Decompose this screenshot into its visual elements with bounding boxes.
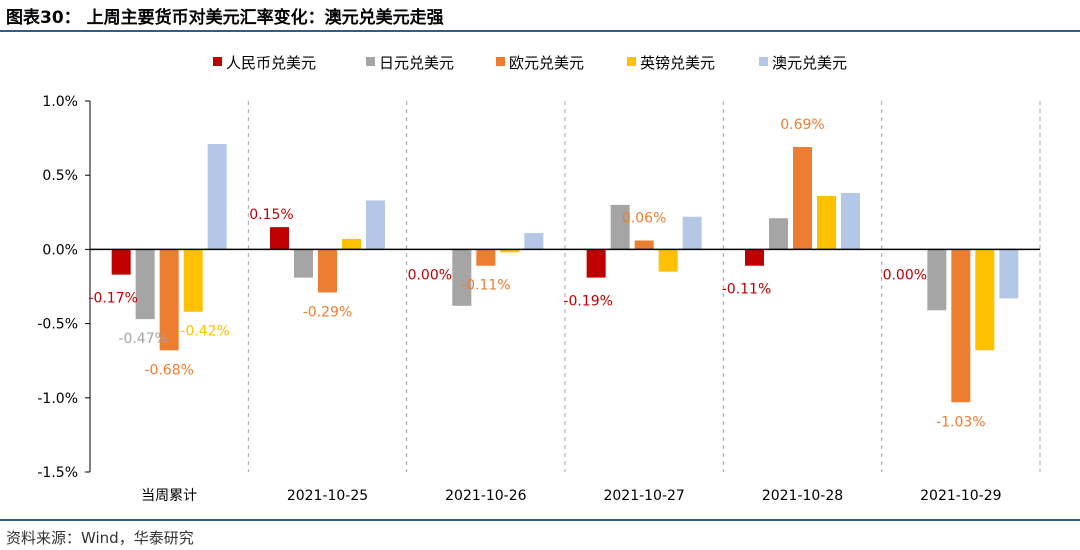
y-tick-label: 0.0% (42, 242, 78, 258)
bar-chart: 人民币兑美元 日元兑美元 欧元兑美元 英镑兑美元 澳元兑美元 1.0%0.5%0.0%-… (37, 54, 1041, 504)
bar (769, 218, 788, 250)
legend-swatch (496, 57, 505, 66)
y-tick-label: -0.5% (37, 317, 78, 333)
bar (452, 249, 472, 306)
bar (999, 249, 1019, 299)
legend-swatch (759, 57, 768, 66)
bar (658, 249, 678, 272)
data-label: 0.00% (408, 267, 452, 283)
data-label: -0.11% (722, 282, 772, 298)
bar (927, 249, 947, 311)
data-labels: -0.17% -0.47% -0.68% -0.42% 0.15% -0.29% 0.00%… (88, 117, 985, 430)
data-label: -0.29% (303, 304, 353, 320)
x-axis: 当周累计 2021-10-25 2021-10-26 2021-10-27 2021-1… (141, 488, 1001, 504)
category-separators (247, 101, 1041, 472)
bar (524, 233, 544, 250)
bar (476, 249, 496, 266)
bar (745, 249, 764, 266)
bar (135, 249, 155, 320)
legend-swatch (627, 57, 636, 66)
bar (500, 249, 520, 253)
legend: 人民币兑美元 日元兑美元 欧元兑美元 英镑兑美元 澳元兑美元 (213, 54, 847, 72)
x-tick-label: 2021-10-27 (603, 488, 684, 504)
legend-label: 日元兑美元 (379, 54, 454, 72)
bar (975, 249, 995, 351)
bar (951, 249, 971, 403)
bar (793, 147, 812, 250)
bar (294, 249, 313, 278)
bar (207, 144, 227, 250)
y-tick-label: 1.0% (42, 94, 78, 110)
legend-label: 人民币兑美元 (226, 54, 316, 72)
figure-header: 图表30： 上周主要货币对美元汇率变化：澳元兑美元走强 (0, 0, 1080, 30)
data-label: 0.15% (249, 207, 293, 223)
bar (586, 249, 606, 278)
bar (841, 193, 860, 250)
data-label: -0.11% (461, 278, 511, 294)
data-label: 0.06% (622, 210, 666, 226)
y-axis: 1.0% 0.5% 0.0% -0.5% -1.0% -1.5% (37, 94, 91, 481)
data-label: 0.00% (883, 267, 927, 283)
data-label: -0.42% (180, 324, 230, 340)
bar (111, 249, 131, 275)
x-tick-label: 2021-10-28 (762, 488, 843, 504)
bar (159, 249, 179, 351)
bar (682, 216, 702, 250)
x-tick-label: 2021-10-25 (287, 488, 368, 504)
bar (817, 195, 836, 250)
data-label: -0.47% (118, 331, 168, 347)
bar (318, 249, 337, 293)
x-tick-label: 2021-10-29 (920, 488, 1001, 504)
legend-label: 英镑兑美元 (640, 54, 715, 72)
footer-divider (0, 519, 1080, 521)
y-tick-label: -1.0% (37, 391, 78, 407)
legend-swatch (366, 57, 375, 66)
bar (366, 200, 385, 250)
data-label: -1.03% (936, 414, 986, 430)
bar (270, 227, 289, 250)
legend-label: 澳元兑美元 (772, 54, 847, 72)
bar (610, 204, 630, 250)
bar (634, 240, 654, 250)
header-divider (0, 30, 1080, 32)
bars (111, 144, 1019, 403)
bar (342, 239, 361, 250)
x-tick-label: 当周累计 (141, 488, 197, 504)
data-label: -0.19% (563, 294, 613, 310)
data-label: -0.68% (144, 362, 194, 378)
data-label: 0.69% (780, 117, 824, 133)
y-tick-label: -1.5% (37, 465, 78, 481)
legend-swatch (213, 57, 222, 66)
y-tick-label: 0.5% (42, 168, 78, 184)
figure-title: 图表30： 上周主要货币对美元汇率变化：澳元兑美元走强 (6, 8, 444, 28)
source-note: 资料来源：Wind，华泰研究 (6, 529, 194, 547)
bar (183, 249, 203, 312)
x-tick-label: 2021-10-26 (445, 488, 526, 504)
data-label: -0.17% (88, 291, 138, 307)
legend-label: 欧元兑美元 (509, 54, 584, 72)
